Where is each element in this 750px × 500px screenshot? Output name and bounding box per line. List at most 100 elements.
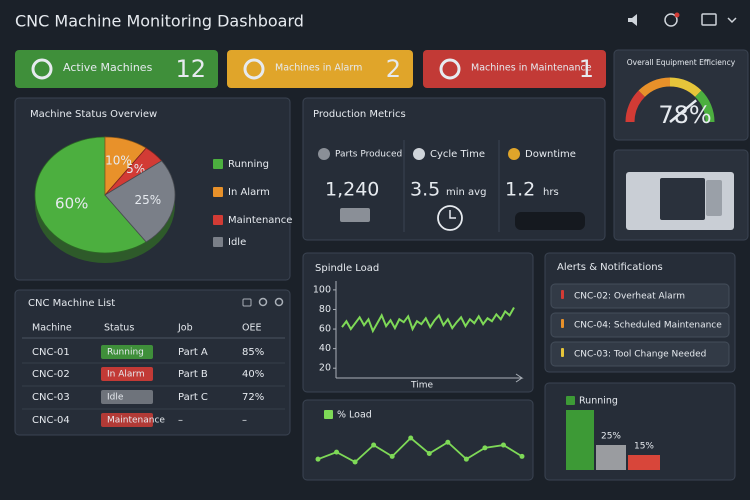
table-cell: Idle — [107, 393, 124, 403]
alert-icon — [561, 319, 564, 328]
x-axis-label: Time — [410, 381, 433, 391]
legend-swatch — [566, 396, 575, 405]
machine-window — [660, 178, 705, 220]
table-cell: 40% — [242, 369, 264, 380]
alert-text: CNC-04: Scheduled Maintenance — [574, 321, 722, 331]
legend-label: In Alarm — [228, 187, 270, 198]
legend-label: Running — [579, 396, 618, 407]
status-badge — [101, 367, 153, 381]
x-axis — [336, 373, 524, 383]
chart-title: Spindle Load — [315, 263, 379, 274]
bar — [596, 445, 626, 470]
legend-swatch — [213, 215, 223, 225]
legend-swatch — [213, 237, 223, 247]
status-badge — [101, 413, 153, 427]
oee-value: 78% — [658, 101, 711, 129]
legend-swatch — [213, 187, 223, 197]
clock-icon — [437, 205, 463, 231]
y-tick-label: 60 — [319, 324, 331, 335]
sound-icon — [628, 14, 637, 26]
pie-slice — [104, 160, 176, 243]
alert-icon — [561, 348, 564, 357]
kpi-label: Machines in Alarm — [275, 63, 362, 74]
table-cell: CNC-04 — [32, 415, 70, 426]
downtime-icon — [515, 212, 585, 230]
panel-title: Alerts & Notifications — [557, 262, 663, 273]
alert-text: CNC-03: Tool Change Needed — [574, 350, 706, 360]
gauge-band — [638, 77, 671, 98]
kpi-value: 2 — [386, 55, 401, 83]
alert-icon — [561, 290, 564, 299]
point — [500, 442, 506, 448]
panel — [302, 97, 606, 241]
panel-title: Production Metrics — [313, 109, 406, 120]
alert-icon — [664, 13, 678, 27]
table-cell: CNC-01 — [32, 347, 70, 358]
line — [341, 307, 515, 334]
legend-swatch — [213, 159, 223, 169]
grid-icon — [242, 298, 252, 307]
kpi-card — [227, 50, 413, 88]
y-tick-label: 20 — [319, 363, 331, 374]
pie-label: 10% — [105, 153, 132, 167]
chevron-icon — [727, 17, 737, 24]
page-title: CNC Machine Monitoring Dashboard — [15, 12, 304, 31]
table-cell: CNC-02 — [32, 369, 70, 380]
kpi-icon — [31, 58, 53, 80]
panel-title: CNC Machine List — [28, 298, 115, 309]
alert-item — [550, 341, 730, 367]
bar-label: 15% — [634, 442, 654, 452]
point — [445, 439, 451, 445]
table-cell: 72% — [242, 392, 264, 403]
column-header: Status — [104, 323, 134, 334]
metric-label: Cycle Time — [430, 149, 485, 160]
table-cell: Maintenance — [107, 416, 165, 426]
legend-label: % Load — [337, 410, 372, 421]
pie-label: 25% — [135, 193, 162, 207]
metric-value: 3.5 — [410, 179, 440, 201]
status-badge — [101, 390, 153, 404]
point — [426, 451, 432, 457]
point — [315, 456, 321, 462]
pie-slice — [34, 136, 147, 254]
metric-icon — [508, 148, 520, 160]
kpi-icon — [243, 58, 265, 80]
legend-label: Running — [228, 159, 269, 170]
table-cell: CNC-03 — [32, 392, 70, 403]
kpi-label: Machines in Maintenance — [471, 63, 592, 74]
kpi-icon — [439, 58, 461, 80]
pie-label: 5% — [126, 162, 145, 176]
panel — [302, 399, 534, 481]
table-cell: Part A — [178, 347, 208, 358]
pie-label: 60% — [55, 194, 88, 212]
panel-title: Machine Status Overview — [30, 109, 157, 120]
settings-icon — [258, 297, 268, 307]
gauge-band — [625, 90, 646, 123]
kpi-value: 12 — [175, 55, 206, 83]
table-cell: Part B — [178, 369, 208, 380]
legend-label: Maintenance — [228, 215, 292, 226]
metric-unit: hrs — [543, 187, 559, 198]
y-tick-label: 100 — [313, 284, 331, 295]
y-tick-label: 80 — [319, 304, 331, 315]
column-header: Machine — [32, 323, 72, 334]
alert-item — [550, 283, 730, 309]
settings-icon — [274, 297, 284, 307]
table-cell: Part C — [178, 392, 208, 403]
point — [389, 453, 395, 459]
table-cell: Running — [107, 348, 144, 358]
alert-item — [550, 312, 730, 338]
legend-swatch — [324, 410, 333, 419]
kpi-label: Active Machines — [63, 61, 153, 74]
bar — [566, 410, 594, 470]
column-header: Job — [177, 323, 193, 334]
point — [463, 456, 469, 462]
y-tick-label: 40 — [319, 343, 331, 354]
oee-card — [613, 49, 749, 141]
metric-unit: min avg — [446, 187, 486, 198]
bar-label: 25% — [601, 432, 621, 442]
point — [334, 449, 340, 455]
alert-dot — [674, 12, 680, 18]
